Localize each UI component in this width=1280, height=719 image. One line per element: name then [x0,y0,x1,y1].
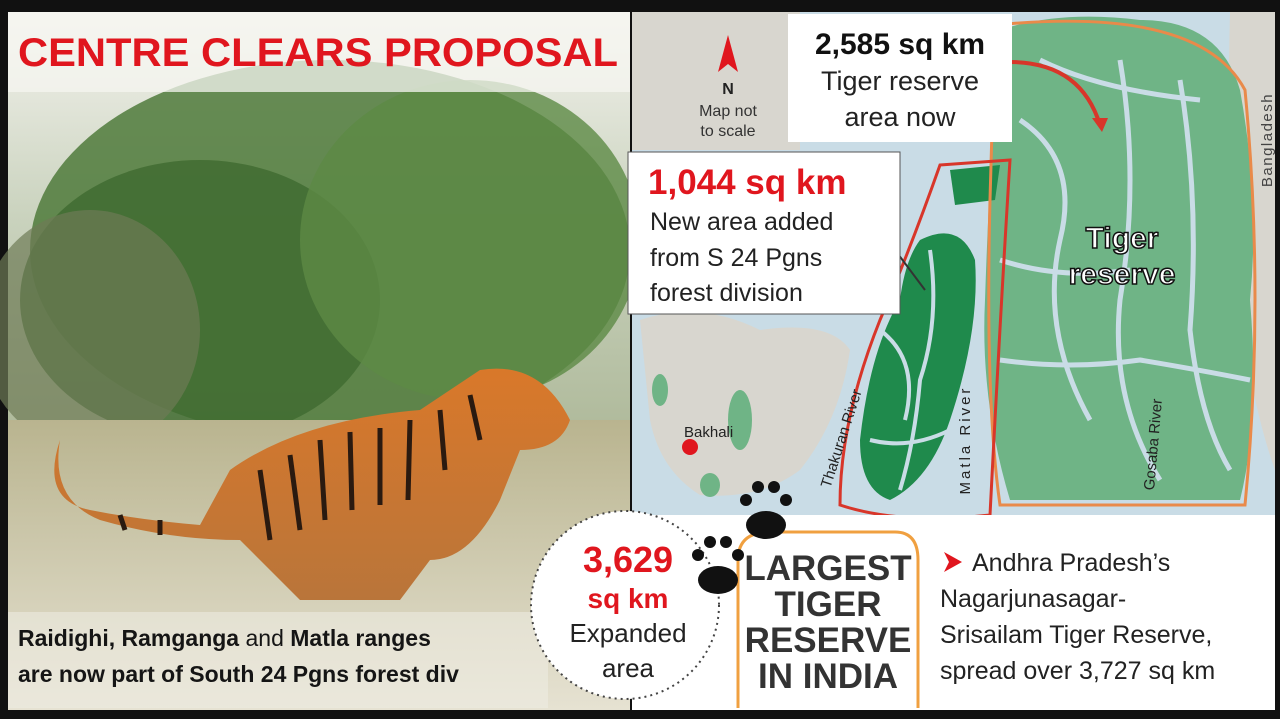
new-area-text: New area added [650,208,833,236]
photo [0,12,640,710]
expanded-area: 3,629 [583,539,673,580]
caption-segment: and [239,625,290,651]
caption-segment: Raidighi, Ramganga [18,625,239,651]
caption-segment: are now part of South 24 Pgns forest div [18,661,459,687]
caption-line: are now part of South 24 Pgns forest div [18,661,459,687]
headline-line: LARGEST [744,549,911,588]
reserve-callout-text: area now [844,102,956,132]
reserve-callout-box [788,14,1012,142]
headline-box [736,530,920,708]
reserve-label: reserve [1069,258,1176,291]
headline-line: IN INDIA [758,657,898,696]
new-area: 1,044 sq km [648,163,846,202]
title: CENTRE CLEARS PROPOSAL [18,31,618,75]
comparison-line: Andhra Pradesh’s [972,549,1170,577]
comparison-line: spread over 3,727 sq km [940,657,1215,685]
scale-note: Map not [699,103,757,120]
new-area-callout-box [627,151,901,315]
comparison: Andhra Pradesh’s Nagarjunasagar- Srisailam… [940,549,1215,685]
comparison-line: Nagarjunasagar- [940,585,1126,613]
expanded-unit: sq km [588,583,669,614]
caption-line: Raidighi, Ramganga and Matla ranges [18,625,431,651]
reserve-callout-text: Tiger reserve [821,66,979,96]
new-area-text: forest division [650,279,803,307]
paw-prints [692,481,792,594]
country-label: Bangladesh [1259,93,1276,187]
caption-segment: Matla ranges [290,625,431,651]
caption: Raidighi, Ramganga and Matla ranges are n… [18,625,459,687]
comparison-line: Srisailam Tiger Reserve, [940,621,1212,649]
expanded-text: area [602,653,655,683]
reserve-area: 2,585 sq km [815,28,985,61]
expanded-circle [530,510,720,700]
reserve-label: Tiger [1086,222,1159,255]
bullet-arrow [944,552,962,572]
headline-line: TIGER [775,585,882,624]
north-label: N [722,81,734,98]
scale-note: to scale [700,123,755,140]
headline-line: RESERVE [745,621,912,660]
town-label: Bakhali [684,424,733,441]
river-label: Matla River [957,386,974,495]
new-area-text: from S 24 Pgns [650,244,822,272]
expanded-text: Expanded [569,618,686,648]
